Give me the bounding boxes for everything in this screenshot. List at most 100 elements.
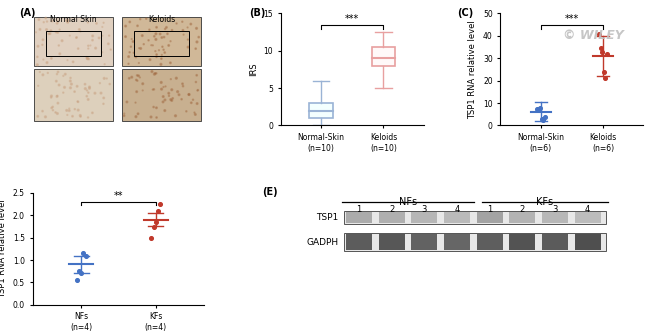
Bar	[346, 234, 372, 250]
Point	[149, 34, 159, 39]
Point	[97, 24, 107, 29]
Y-axis label: IRS: IRS	[249, 63, 258, 76]
Bar	[122, 69, 201, 121]
Point	[75, 114, 86, 119]
Point	[536, 116, 547, 122]
Point	[124, 76, 135, 81]
Point	[51, 78, 62, 84]
Point	[141, 16, 151, 21]
Point	[594, 31, 604, 36]
Point	[176, 96, 187, 102]
Point	[83, 56, 93, 61]
Text: 2: 2	[520, 205, 525, 214]
Point	[105, 47, 116, 52]
Point	[150, 71, 160, 77]
Point	[104, 33, 114, 38]
Point	[98, 101, 109, 107]
Point	[52, 93, 62, 98]
Bar	[346, 212, 372, 223]
Point	[80, 86, 90, 91]
Text: Keloids: Keloids	[148, 14, 175, 23]
Point	[151, 37, 161, 42]
Bar	[542, 234, 568, 250]
Point	[131, 54, 141, 60]
Point	[535, 105, 545, 110]
Text: ***: ***	[565, 14, 579, 24]
Point	[154, 48, 164, 53]
Point	[51, 29, 61, 35]
Point	[162, 31, 173, 37]
Point	[32, 54, 43, 60]
Point	[85, 43, 96, 48]
Point	[158, 94, 168, 99]
Point	[54, 82, 64, 88]
Point	[83, 115, 93, 120]
Point	[172, 21, 182, 26]
Point	[171, 75, 181, 81]
Point	[68, 114, 78, 119]
Point	[125, 44, 136, 49]
Point	[75, 113, 85, 118]
Point	[47, 108, 58, 113]
Point	[161, 25, 172, 30]
Point	[72, 35, 82, 40]
Point	[60, 71, 70, 77]
Point	[91, 21, 101, 26]
Point	[155, 31, 165, 37]
Point	[73, 46, 83, 51]
Point	[62, 17, 73, 23]
Point	[151, 115, 162, 120]
Bar	[411, 212, 437, 223]
Point	[60, 18, 71, 23]
Point	[53, 30, 63, 35]
Point	[46, 28, 56, 34]
Point	[65, 85, 75, 90]
Point	[124, 54, 134, 59]
Point	[146, 43, 157, 48]
Bar	[509, 212, 536, 223]
Point	[159, 50, 170, 55]
Point	[34, 69, 45, 75]
Point	[38, 57, 49, 62]
Point	[52, 111, 62, 116]
Text: (B): (B)	[249, 8, 266, 18]
Point	[124, 61, 134, 66]
Point	[161, 84, 171, 89]
Point	[55, 27, 65, 32]
Point	[76, 270, 86, 275]
Point	[58, 90, 68, 95]
Bar	[344, 233, 606, 251]
Point	[42, 19, 52, 24]
Point	[138, 88, 148, 93]
Point	[78, 251, 88, 256]
Point	[64, 106, 75, 111]
Point	[190, 79, 201, 85]
Point	[42, 60, 52, 65]
Point	[57, 38, 67, 44]
Point	[124, 50, 135, 55]
Point	[183, 37, 193, 42]
Point	[83, 97, 94, 102]
Bar	[444, 212, 470, 223]
Point	[38, 37, 48, 43]
Point	[157, 44, 168, 50]
Point	[75, 29, 86, 34]
Point	[156, 56, 166, 61]
Point	[538, 117, 548, 123]
Point	[191, 26, 202, 31]
Point	[82, 93, 92, 99]
Point	[65, 78, 75, 84]
Bar	[46, 31, 101, 56]
Point	[50, 110, 60, 115]
Point	[103, 41, 114, 47]
Point	[46, 105, 57, 111]
Bar	[122, 17, 201, 66]
Text: 4: 4	[454, 205, 460, 214]
Point	[135, 75, 145, 80]
Point	[81, 55, 92, 60]
Point	[133, 73, 144, 78]
Point	[32, 44, 43, 49]
Text: TSP1: TSP1	[317, 213, 339, 222]
Point	[601, 51, 612, 56]
Point	[32, 62, 42, 68]
